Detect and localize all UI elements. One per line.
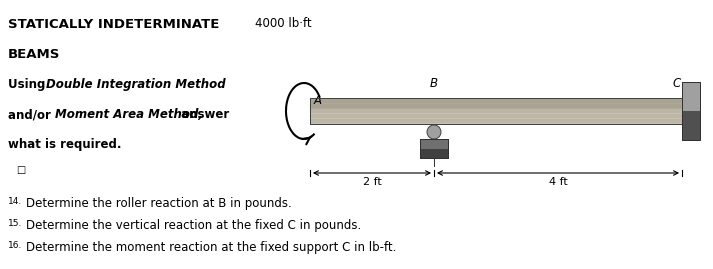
Bar bbox=[420, 139, 448, 158]
Text: 4 ft: 4 ft bbox=[548, 177, 568, 187]
Bar bbox=[682, 82, 700, 111]
Text: Determine the roller reaction at B in pounds.: Determine the roller reaction at B in po… bbox=[26, 197, 292, 210]
Bar bbox=[682, 82, 700, 140]
Bar bbox=[682, 82, 700, 140]
Circle shape bbox=[427, 125, 441, 139]
Text: STATICALLY INDETERMINATE: STATICALLY INDETERMINATE bbox=[8, 18, 220, 31]
Text: answer: answer bbox=[177, 108, 230, 121]
Text: Determine the vertical reaction at the fixed C in pounds.: Determine the vertical reaction at the f… bbox=[26, 219, 361, 232]
Bar bbox=[310, 98, 682, 109]
Text: BEAMS: BEAMS bbox=[8, 48, 61, 61]
Text: Determine the moment reaction at the fixed support C in lb-ft.: Determine the moment reaction at the fix… bbox=[26, 241, 396, 254]
Text: 16.: 16. bbox=[8, 241, 22, 250]
Text: A: A bbox=[314, 94, 322, 107]
Text: Moment Area Method,: Moment Area Method, bbox=[55, 108, 203, 121]
Bar bbox=[682, 111, 700, 140]
Bar bbox=[310, 98, 682, 124]
Text: C: C bbox=[673, 77, 681, 90]
Text: 14.: 14. bbox=[8, 197, 22, 206]
Bar bbox=[420, 139, 448, 158]
Text: 15.: 15. bbox=[8, 219, 22, 228]
Text: B: B bbox=[430, 77, 438, 90]
Bar bbox=[420, 150, 448, 158]
Text: and/or: and/or bbox=[8, 108, 55, 121]
Text: Double Integration Method: Double Integration Method bbox=[46, 78, 225, 91]
Text: □: □ bbox=[16, 165, 25, 175]
Text: 4000 lb·ft: 4000 lb·ft bbox=[255, 17, 312, 30]
Bar bbox=[310, 98, 682, 124]
Text: 2 ft: 2 ft bbox=[363, 177, 381, 187]
Text: Using: Using bbox=[8, 78, 49, 91]
Text: what is required.: what is required. bbox=[8, 138, 121, 151]
